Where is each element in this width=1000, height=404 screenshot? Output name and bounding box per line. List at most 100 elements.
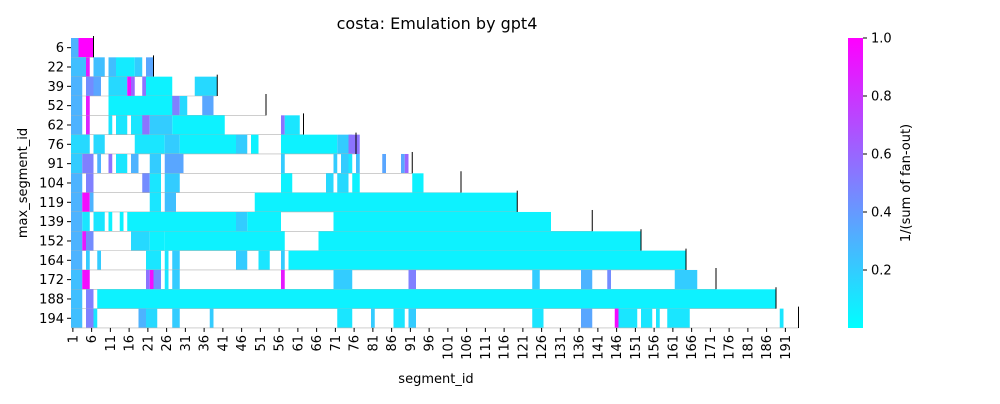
colorbar-tick-label: 1.0 <box>871 32 892 47</box>
colorbar-ticks: 0.2 0.4 0.6 0.8 1.0 <box>863 32 892 279</box>
heatmap-cell <box>607 269 611 290</box>
heatmap-cell <box>86 250 90 270</box>
x-tick-label: 16 <box>123 335 138 352</box>
heatmap-row <box>71 267 717 290</box>
heatmap-cell <box>281 173 293 193</box>
heatmap-cell <box>614 308 619 328</box>
heatmap-cell <box>202 95 214 116</box>
y-tick-label: 164 <box>39 254 64 269</box>
heatmap-row <box>71 229 642 251</box>
heatmap-cell <box>131 231 150 251</box>
heatmap-cell <box>348 134 360 154</box>
heatmap-cell <box>153 269 161 290</box>
heatmap-cell <box>149 173 161 193</box>
heatmap-cell <box>164 231 285 251</box>
heatmap-cell <box>71 289 83 309</box>
x-tick-label: 166 <box>685 335 700 360</box>
y-tick-label: 76 <box>47 138 64 153</box>
y-axis-label: max_segment_id <box>16 128 31 238</box>
x-tick-label: 21 <box>141 335 156 352</box>
y-tick-label: 194 <box>39 312 64 327</box>
heatmap-cell <box>71 76 83 96</box>
heatmap-cell <box>71 38 79 58</box>
heatmap-cell <box>82 153 94 174</box>
heatmap-cell <box>71 308 83 328</box>
heatmap-row <box>71 93 267 116</box>
heatmap-cell <box>93 57 105 77</box>
heatmap-cell <box>71 57 86 77</box>
heatmap-cell <box>86 76 94 96</box>
heatmap-cell <box>86 231 94 251</box>
y-tick-label: 39 <box>47 80 64 95</box>
heatmap-cell <box>146 76 173 96</box>
heatmap-cell <box>71 134 90 154</box>
heatmap-cell <box>71 95 83 116</box>
x-tick-label: 106 <box>460 335 475 360</box>
x-axis: 1 6 11 16 21 26 31 36 41 46 51 56 61 66 71 76 81 86 91 96 10… <box>66 327 794 360</box>
heatmap-cell <box>281 153 285 174</box>
heatmap-row <box>71 209 593 232</box>
heatmap-cell <box>172 308 180 328</box>
heatmap-cell <box>401 153 405 174</box>
heatmap-cell <box>674 269 698 290</box>
heatmap-cell <box>254 192 334 212</box>
y-tick-label: 119 <box>39 196 64 211</box>
heatmap-cell <box>393 308 405 328</box>
x-tick-label: 101 <box>441 335 456 360</box>
heatmap-cell <box>352 173 360 193</box>
heatmap-cell <box>71 211 83 232</box>
heatmap-row <box>71 171 462 193</box>
heatmap-cell <box>116 57 135 77</box>
heatmap-cell <box>667 308 690 328</box>
heatmap-cell <box>146 269 150 290</box>
y-tick-label: 172 <box>39 273 64 288</box>
x-tick-label: 26 <box>160 335 175 352</box>
x-tick-label: 116 <box>498 335 513 360</box>
heatmap-cell <box>164 134 180 154</box>
y-tick-label: 52 <box>47 99 64 114</box>
y-tick-label: 152 <box>39 234 64 249</box>
y-tick-label: 104 <box>39 176 64 191</box>
heatmap-cell <box>164 153 184 174</box>
heatmap-cell <box>164 192 176 212</box>
heatmap-cell <box>164 173 180 193</box>
heatmap-cell <box>86 173 94 193</box>
heatmap-row <box>71 132 360 155</box>
heatmap-cell <box>581 308 593 328</box>
x-tick-label: 126 <box>535 335 550 360</box>
heatmap-cell <box>82 231 86 251</box>
heatmap-row <box>71 113 304 135</box>
heatmap-cell <box>97 153 101 174</box>
heatmap-cell <box>356 153 360 174</box>
heatmap-cell <box>108 153 113 174</box>
x-tick-label: 176 <box>723 335 738 360</box>
heatmap-cell <box>82 211 90 232</box>
heatmap-cell <box>333 269 353 290</box>
x-tick-label: 191 <box>779 335 794 360</box>
x-tick-label: 11 <box>104 335 119 352</box>
y-tick-label: 22 <box>47 60 64 75</box>
colorbar-tick-label: 0.8 <box>871 90 892 105</box>
heatmap-cell <box>281 250 285 270</box>
heatmap-cell <box>581 269 593 290</box>
heatmap-cell <box>71 115 83 135</box>
heatmap-row <box>71 190 518 213</box>
heatmap-cell <box>149 115 173 135</box>
x-tick-label: 1 <box>66 335 81 343</box>
heatmap-cell <box>172 115 225 135</box>
heatmap-cell <box>172 95 180 116</box>
heatmap-cell <box>86 95 90 116</box>
x-tick-label: 36 <box>198 335 213 352</box>
x-tick-label: 66 <box>310 335 325 352</box>
x-tick-label: 121 <box>516 335 531 360</box>
heatmap-cell <box>86 115 90 135</box>
x-tick-label: 161 <box>666 335 681 360</box>
heatmap-cell <box>408 308 416 328</box>
heatmap-cell <box>71 269 83 290</box>
heatmap-cell <box>86 289 94 309</box>
heatmap-cell <box>247 211 281 232</box>
heatmap-cell <box>82 192 90 212</box>
heatmap-cell <box>97 250 101 270</box>
x-tick-label: 71 <box>329 335 344 352</box>
